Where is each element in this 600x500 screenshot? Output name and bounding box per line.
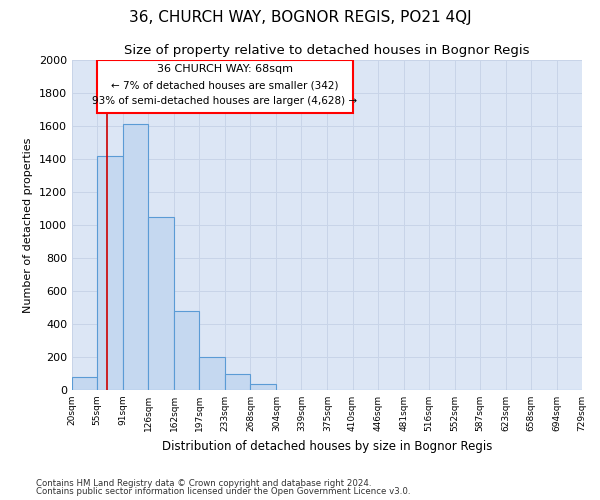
Bar: [250, 384, 276, 390]
Bar: [174, 311, 199, 390]
Bar: [97, 156, 123, 390]
Text: 36, CHURCH WAY, BOGNOR REGIS, PO21 4QJ: 36, CHURCH WAY, BOGNOR REGIS, PO21 4QJ: [128, 10, 472, 25]
Bar: [97, 60, 353, 113]
Text: ← 7% of detached houses are smaller (342): ← 7% of detached houses are smaller (342…: [111, 80, 338, 90]
Text: 93% of semi-detached houses are larger (4,628) →: 93% of semi-detached houses are larger (…: [92, 96, 358, 106]
Bar: [72, 377, 97, 390]
Text: Contains public sector information licensed under the Open Government Licence v3: Contains public sector information licen…: [36, 487, 410, 496]
Y-axis label: Number of detached properties: Number of detached properties: [23, 138, 34, 312]
Title: Size of property relative to detached houses in Bognor Regis: Size of property relative to detached ho…: [124, 44, 530, 58]
Bar: [225, 374, 250, 390]
Text: Contains HM Land Registry data © Crown copyright and database right 2024.: Contains HM Land Registry data © Crown c…: [36, 478, 371, 488]
Bar: [148, 217, 174, 390]
Text: 36 CHURCH WAY: 68sqm: 36 CHURCH WAY: 68sqm: [157, 64, 293, 74]
Bar: [199, 357, 225, 390]
Bar: [123, 124, 148, 390]
X-axis label: Distribution of detached houses by size in Bognor Regis: Distribution of detached houses by size …: [162, 440, 492, 452]
